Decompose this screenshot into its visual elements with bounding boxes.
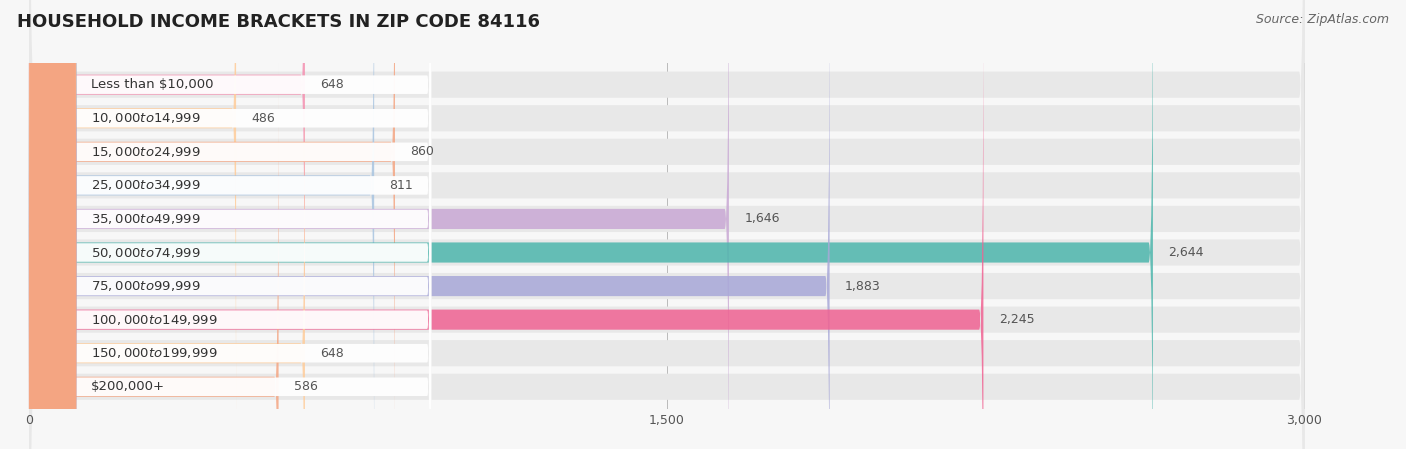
FancyBboxPatch shape: [30, 0, 1305, 449]
FancyBboxPatch shape: [30, 0, 1305, 449]
FancyBboxPatch shape: [30, 0, 432, 445]
Circle shape: [30, 0, 76, 449]
FancyBboxPatch shape: [30, 0, 432, 449]
Text: 1,646: 1,646: [744, 212, 780, 225]
FancyBboxPatch shape: [30, 0, 305, 410]
Text: $35,000 to $49,999: $35,000 to $49,999: [91, 212, 201, 226]
FancyBboxPatch shape: [30, 0, 432, 411]
Text: 2,245: 2,245: [998, 313, 1035, 326]
Text: HOUSEHOLD INCOME BRACKETS IN ZIP CODE 84116: HOUSEHOLD INCOME BRACKETS IN ZIP CODE 84…: [17, 13, 540, 31]
Text: $25,000 to $34,999: $25,000 to $34,999: [91, 178, 201, 192]
Circle shape: [30, 0, 76, 449]
Text: $10,000 to $14,999: $10,000 to $14,999: [91, 111, 201, 125]
Text: $75,000 to $99,999: $75,000 to $99,999: [91, 279, 201, 293]
FancyBboxPatch shape: [30, 28, 305, 449]
FancyBboxPatch shape: [30, 0, 374, 449]
Circle shape: [30, 0, 76, 449]
Text: 811: 811: [389, 179, 413, 192]
FancyBboxPatch shape: [30, 0, 432, 449]
Text: Less than $10,000: Less than $10,000: [91, 78, 214, 91]
FancyBboxPatch shape: [30, 0, 1305, 449]
Circle shape: [30, 0, 76, 449]
FancyBboxPatch shape: [30, 0, 432, 449]
Circle shape: [30, 0, 76, 449]
FancyBboxPatch shape: [30, 0, 395, 449]
FancyBboxPatch shape: [30, 0, 1305, 449]
Circle shape: [30, 0, 76, 449]
FancyBboxPatch shape: [30, 0, 830, 449]
FancyBboxPatch shape: [30, 61, 278, 449]
Text: 2,644: 2,644: [1168, 246, 1204, 259]
FancyBboxPatch shape: [30, 0, 1305, 449]
FancyBboxPatch shape: [30, 0, 983, 449]
Text: 486: 486: [252, 112, 276, 125]
FancyBboxPatch shape: [30, 0, 1305, 449]
Text: 648: 648: [321, 78, 344, 91]
Circle shape: [30, 0, 76, 449]
FancyBboxPatch shape: [30, 0, 1305, 449]
Text: $15,000 to $24,999: $15,000 to $24,999: [91, 145, 201, 159]
Text: $50,000 to $74,999: $50,000 to $74,999: [91, 246, 201, 260]
FancyBboxPatch shape: [30, 0, 432, 378]
Text: Source: ZipAtlas.com: Source: ZipAtlas.com: [1256, 13, 1389, 26]
FancyBboxPatch shape: [30, 0, 1305, 449]
FancyBboxPatch shape: [30, 0, 236, 444]
FancyBboxPatch shape: [30, 60, 432, 449]
FancyBboxPatch shape: [30, 0, 728, 449]
Text: 1,883: 1,883: [845, 280, 880, 293]
Text: $150,000 to $199,999: $150,000 to $199,999: [91, 346, 218, 360]
FancyBboxPatch shape: [30, 0, 1153, 449]
Text: $200,000+: $200,000+: [91, 380, 165, 393]
FancyBboxPatch shape: [30, 0, 1305, 449]
FancyBboxPatch shape: [30, 27, 432, 449]
FancyBboxPatch shape: [30, 0, 1305, 449]
Text: $100,000 to $149,999: $100,000 to $149,999: [91, 313, 218, 326]
Circle shape: [30, 0, 76, 449]
Text: 648: 648: [321, 347, 344, 360]
FancyBboxPatch shape: [30, 94, 432, 449]
Text: 586: 586: [294, 380, 318, 393]
Text: 860: 860: [411, 145, 434, 158]
Circle shape: [30, 0, 76, 449]
FancyBboxPatch shape: [30, 0, 432, 449]
Circle shape: [30, 0, 76, 449]
